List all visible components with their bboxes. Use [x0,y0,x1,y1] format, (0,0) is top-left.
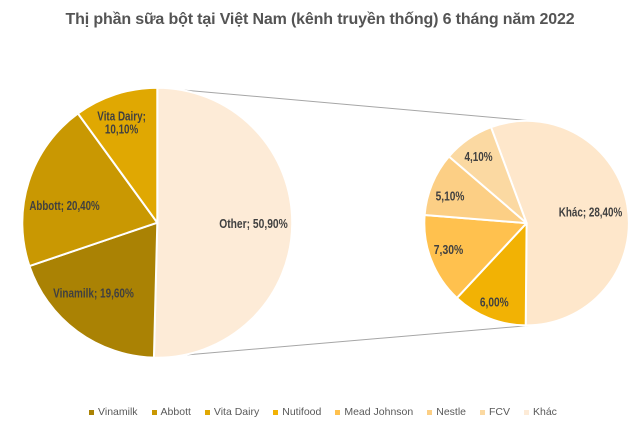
svg-text:Other; 50,90%: Other; 50,90% [219,216,288,231]
svg-text:7,30%: 7,30% [434,242,464,257]
svg-text:4,10%: 4,10% [464,149,492,164]
svg-text:Khác; 28,40%: Khác; 28,40% [559,205,623,220]
svg-text:5,10%: 5,10% [436,188,465,203]
svg-text:6,00%: 6,00% [480,295,509,310]
svg-text:Vita Dairy;: Vita Dairy; [97,109,146,124]
svg-text:10,10%: 10,10% [105,122,139,137]
svg-text:Vinamilk; 19,60%: Vinamilk; 19,60% [53,285,134,300]
svg-text:Abbott; 20,40%: Abbott; 20,40% [29,198,100,213]
